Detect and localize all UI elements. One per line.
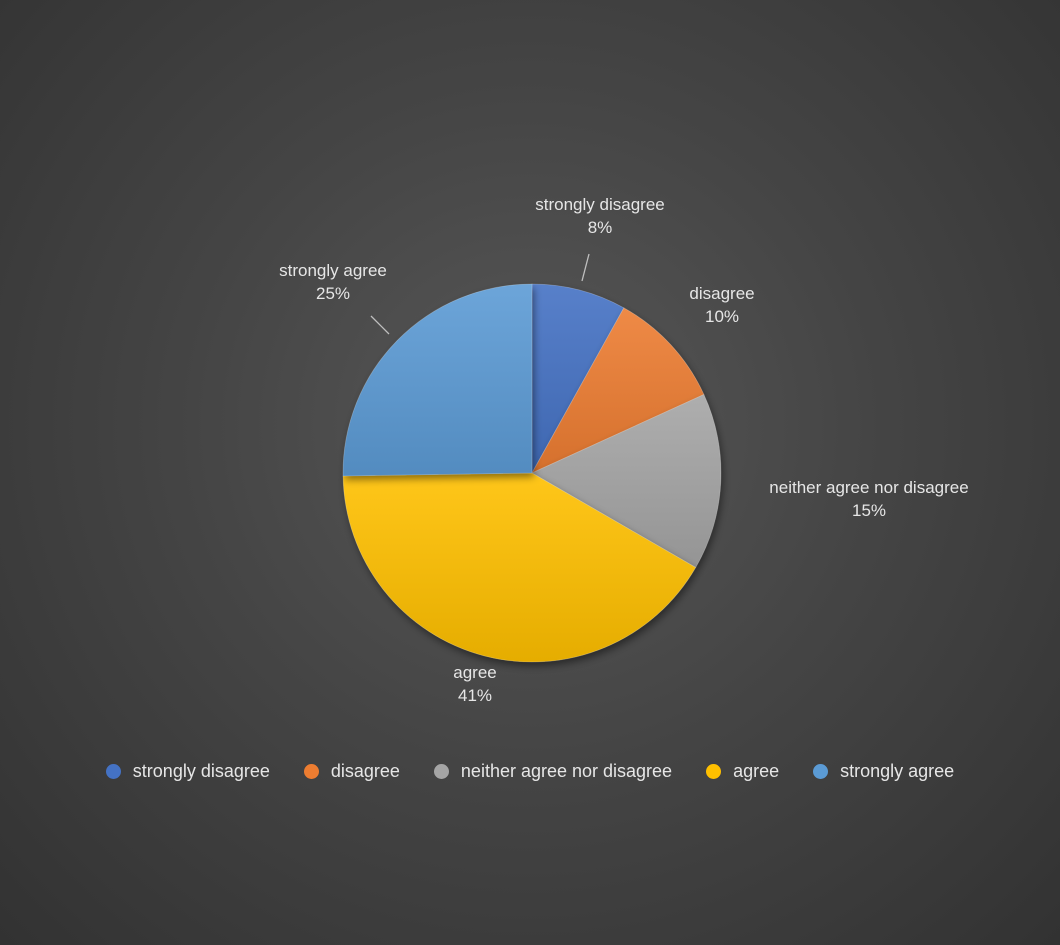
data-label-category: agree: [453, 663, 496, 682]
legend-marker: [433, 763, 449, 779]
pie-slice-neither-agree-nor-disagree: [531, 393, 722, 569]
legend-label: disagree: [330, 760, 400, 781]
legend-item-strongly-agree: strongly agree: [813, 761, 954, 782]
pie-slice-disagree: [531, 307, 705, 474]
data-label-disagree: disagree 10%: [689, 284, 754, 326]
leader-line-strongly-agree: [370, 315, 390, 335]
legend-label: agree: [733, 760, 780, 781]
pie-slice-strongly-disagree: [531, 283, 625, 475]
data-label-neither-agree-nor-disagree: neither agree nor disagree 15%: [769, 478, 968, 520]
pie-slices: [342, 283, 722, 663]
data-label-agree: agree 41%: [453, 663, 496, 705]
data-label-strongly-disagree: strongly disagree 8%: [535, 195, 664, 237]
data-label-category: neither agree nor disagree: [769, 478, 968, 497]
legend-item-agree: agree: [706, 761, 779, 782]
data-label-strongly-agree: strongly agree 25%: [279, 261, 387, 303]
data-label-percent: 15%: [852, 501, 886, 520]
data-label-percent: 8%: [588, 218, 613, 237]
leader-line-strongly-disagree: [581, 253, 590, 282]
legend-marker: [813, 763, 829, 779]
pie-slice-strongly-agree: [342, 283, 533, 477]
data-label-percent: 25%: [316, 284, 350, 303]
legend-item-strongly-disagree: strongly disagree: [105, 760, 270, 782]
pie-slice-sheen: [531, 283, 625, 475]
pie-slice-sheen: [531, 307, 705, 474]
legend-label: strongly agree: [840, 760, 955, 781]
legend-item-disagree: disagree: [303, 760, 400, 782]
legend-label: strongly disagree: [132, 760, 270, 781]
legend-item-neither-agree-nor-disagree: neither agree nor disagree: [433, 760, 673, 782]
data-label-percent: 10%: [705, 307, 739, 326]
pie-slice-agree: [342, 472, 697, 663]
data-label-category: disagree: [689, 284, 754, 303]
pie-slice-sheen: [531, 393, 722, 569]
data-label-category: strongly agree: [279, 261, 387, 280]
data-label-category: strongly disagree: [535, 195, 664, 214]
pie-slice-sheen: [342, 472, 697, 663]
data-label-percent: 41%: [458, 686, 492, 705]
legend-label: neither agree nor disagree: [460, 760, 673, 781]
legend-marker: [303, 763, 319, 779]
legend: strongly disagree disagree neither agree n…: [0, 755, 1060, 787]
pie-slice-sheen: [342, 283, 533, 477]
leader-lines: [370, 253, 590, 335]
legend-marker: [105, 763, 121, 779]
legend-marker: [706, 763, 722, 779]
data-labels: strongly disagree 8% disagree 10% neither ag…: [279, 195, 969, 705]
